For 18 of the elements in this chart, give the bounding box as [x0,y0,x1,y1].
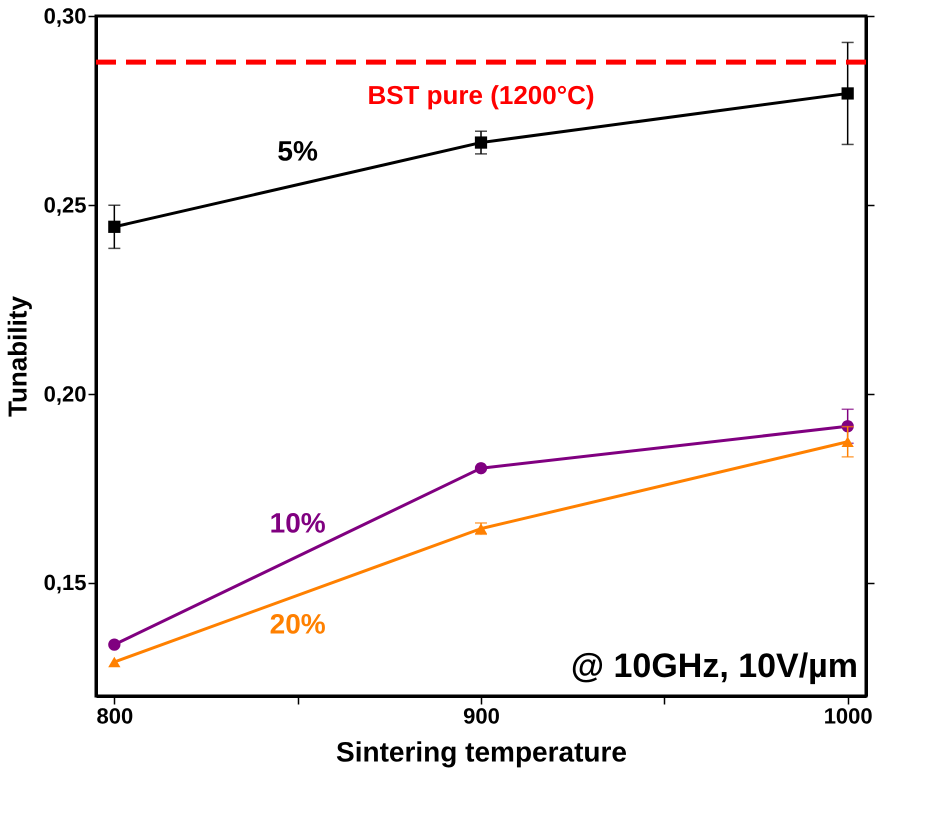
x-axis-title: Sintering temperature [336,736,627,768]
series-label: 5% [277,136,318,167]
annotation: @ 10GHz, 10V/µm [570,647,858,685]
series-label: 20% [270,608,326,640]
x-tick-label: 800 [96,704,134,728]
point [108,656,120,668]
ref-line-label: BST pure (1200°C) [367,80,595,110]
x-tick-label: 900 [463,704,500,728]
point [108,638,120,651]
y-tick-label: 0,15 [44,570,86,596]
point [474,462,488,474]
y-tick-label: 0,25 [44,192,86,218]
x-tick-label: 1000 [824,704,873,728]
point [108,220,120,233]
y-tick-label: 0,20 [44,381,86,406]
y-tick-label: 0,30 [44,4,86,28]
y-axis-title: Tunability [2,296,33,417]
series-label: 10% [270,507,326,538]
